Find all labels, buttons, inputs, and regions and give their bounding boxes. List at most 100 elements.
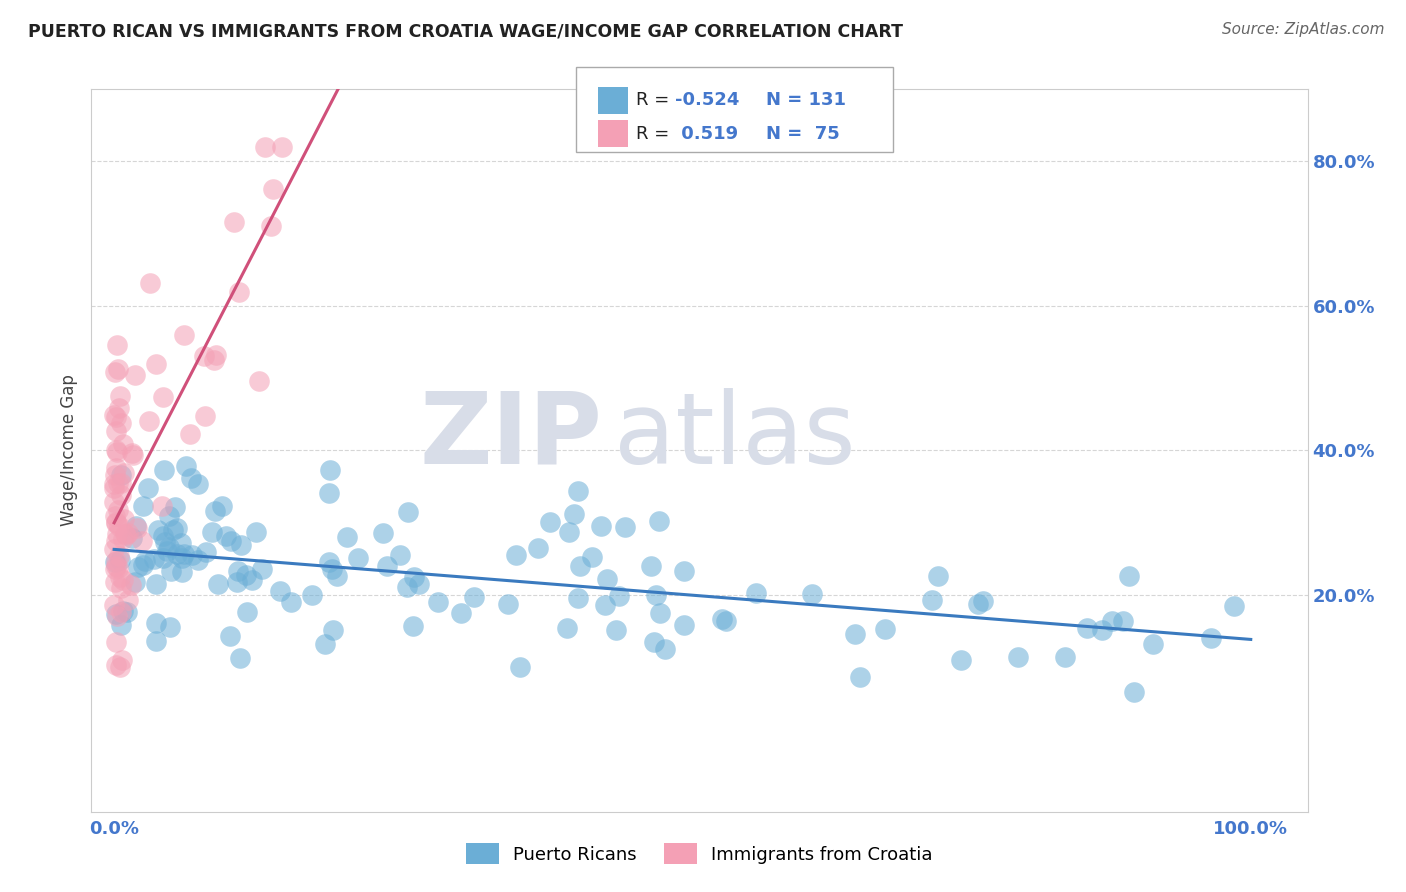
Point xyxy=(1118,569,1140,583)
Point xyxy=(105,338,128,352)
Point xyxy=(648,514,671,528)
Point xyxy=(138,481,160,495)
Point xyxy=(401,618,423,632)
Point xyxy=(152,551,174,566)
Point xyxy=(194,545,217,559)
Point xyxy=(207,577,229,591)
Point xyxy=(921,592,943,607)
Point xyxy=(269,584,291,599)
Point xyxy=(318,555,340,569)
Point xyxy=(152,390,174,404)
Point xyxy=(318,463,340,477)
Point xyxy=(145,577,167,591)
Point xyxy=(1054,650,1077,665)
Point xyxy=(180,549,202,563)
Point xyxy=(373,526,395,541)
Legend: Puerto Ricans, Immigrants from Croatia: Puerto Ricans, Immigrants from Croatia xyxy=(467,843,932,864)
Point xyxy=(673,618,696,632)
Point xyxy=(654,641,676,656)
Point xyxy=(103,495,125,509)
Point xyxy=(567,591,589,605)
Point xyxy=(567,484,589,499)
Point xyxy=(927,568,949,582)
Point xyxy=(131,534,153,549)
Point xyxy=(103,477,125,491)
Point xyxy=(226,574,249,589)
Point xyxy=(104,553,127,567)
Point xyxy=(605,623,627,637)
Point xyxy=(1076,621,1098,635)
Point xyxy=(408,577,430,591)
Point xyxy=(558,525,581,540)
Point xyxy=(105,516,128,531)
Point xyxy=(1122,685,1144,699)
Point xyxy=(509,660,531,674)
Point xyxy=(107,476,129,491)
Point xyxy=(404,570,426,584)
Point xyxy=(120,578,142,592)
Point xyxy=(103,542,125,557)
Point xyxy=(145,357,167,371)
Point xyxy=(111,653,134,667)
Point xyxy=(165,500,187,514)
Point xyxy=(215,529,238,543)
Point xyxy=(104,555,127,569)
Point xyxy=(613,520,636,534)
Point xyxy=(104,561,127,575)
Point xyxy=(173,328,195,343)
Point xyxy=(155,544,177,558)
Point xyxy=(105,527,128,541)
Point xyxy=(849,670,872,684)
Point xyxy=(202,353,225,368)
Point xyxy=(187,553,209,567)
Point xyxy=(145,616,167,631)
Point xyxy=(104,409,127,424)
Point xyxy=(1112,614,1135,628)
Point xyxy=(170,536,193,550)
Point xyxy=(1223,599,1246,613)
Point xyxy=(166,520,188,534)
Point xyxy=(179,427,201,442)
Point xyxy=(105,445,128,459)
Point xyxy=(114,526,136,541)
Point xyxy=(112,512,135,526)
Point xyxy=(111,604,134,618)
Point xyxy=(108,401,131,416)
Point xyxy=(150,499,173,513)
Point xyxy=(229,651,252,665)
Point xyxy=(496,597,519,611)
Point xyxy=(673,564,696,578)
Point xyxy=(245,525,267,540)
Point xyxy=(153,535,176,549)
Text: 0.519: 0.519 xyxy=(675,125,738,143)
Point xyxy=(200,524,222,539)
Point xyxy=(463,590,485,604)
Point xyxy=(538,515,561,529)
Point xyxy=(1142,637,1164,651)
Point xyxy=(104,574,127,589)
Point xyxy=(314,637,336,651)
Point xyxy=(108,518,131,533)
Point xyxy=(972,594,994,608)
Point xyxy=(710,612,733,626)
Point xyxy=(111,532,134,546)
Point xyxy=(844,627,866,641)
Point xyxy=(105,607,128,622)
Point xyxy=(505,548,527,562)
Point xyxy=(262,182,284,196)
Point xyxy=(111,436,134,450)
Point xyxy=(173,547,195,561)
Point xyxy=(219,533,242,548)
Point xyxy=(153,462,176,476)
Point xyxy=(170,565,193,579)
Point xyxy=(108,659,131,673)
Point xyxy=(375,558,398,573)
Point xyxy=(152,529,174,543)
Text: atlas: atlas xyxy=(614,387,856,484)
Point xyxy=(124,575,146,590)
Text: R =: R = xyxy=(636,125,675,143)
Point xyxy=(110,553,132,567)
Point xyxy=(240,574,263,588)
Text: -0.524: -0.524 xyxy=(675,91,740,109)
Point xyxy=(1101,614,1123,628)
